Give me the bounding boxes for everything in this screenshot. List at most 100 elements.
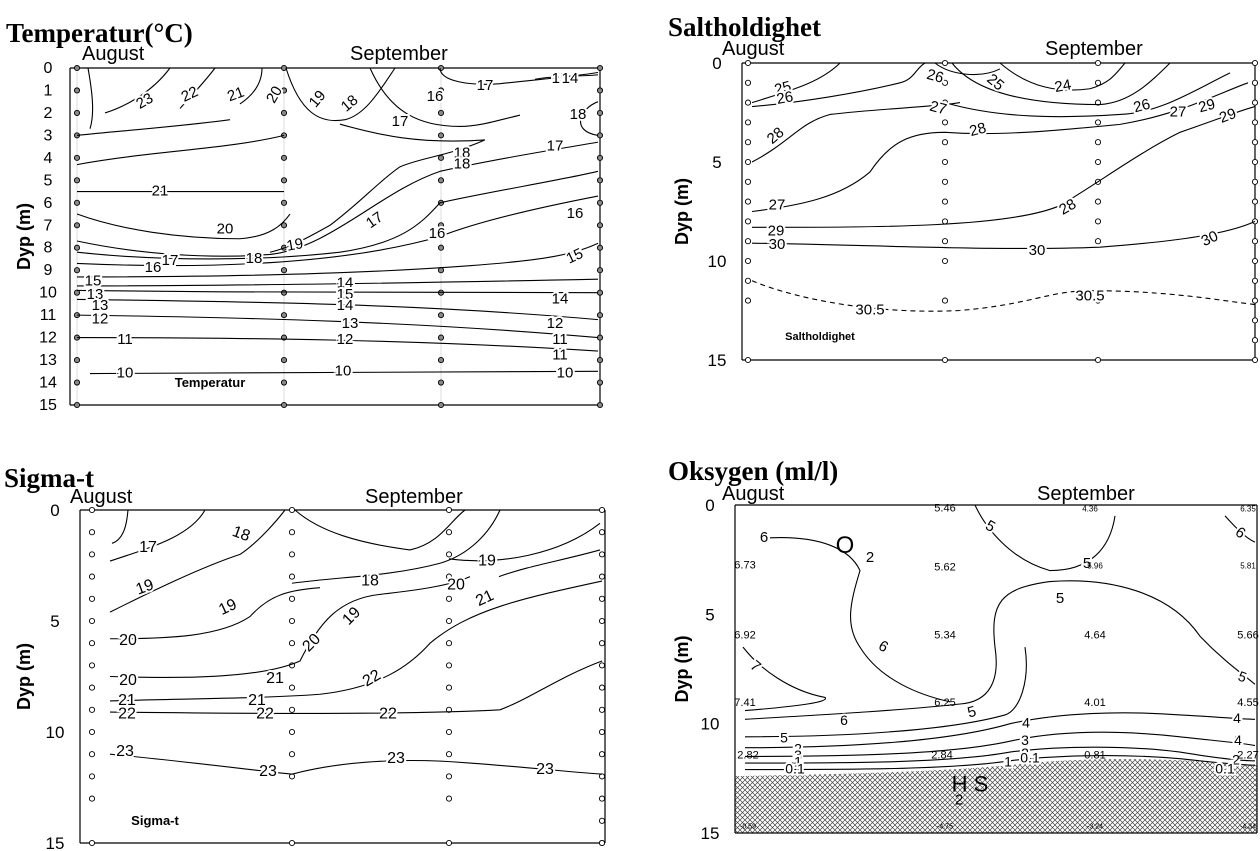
y-tick-label: 0 xyxy=(705,496,714,515)
contour-line xyxy=(744,755,1256,771)
sample-point xyxy=(598,529,606,536)
sample-point xyxy=(73,357,81,364)
contour-line xyxy=(76,213,291,240)
sample-point xyxy=(445,640,453,647)
sample-point xyxy=(941,218,949,225)
contour-label: 23 xyxy=(387,750,405,767)
sample-point xyxy=(437,401,445,409)
h2s-region xyxy=(735,759,1257,833)
contour-label: 12 xyxy=(547,315,564,332)
y-tick-label: 9 xyxy=(44,262,53,279)
sample-point xyxy=(437,64,445,72)
sample-point xyxy=(941,238,949,245)
sample-point xyxy=(1251,317,1259,324)
contour-label: 11 xyxy=(552,331,568,348)
station-value: 5.81 xyxy=(1240,561,1256,570)
sample-point xyxy=(1094,218,1102,225)
contour-label: 20 xyxy=(263,83,286,106)
contour-label: 29 xyxy=(1217,105,1238,127)
contour-line xyxy=(999,62,1126,91)
sample-point xyxy=(73,379,81,386)
sample-point xyxy=(437,109,445,116)
contour-line xyxy=(239,67,263,105)
contour-label: 18 xyxy=(246,250,263,267)
contour-label: 26 xyxy=(1132,96,1153,117)
contour-line xyxy=(751,106,1256,228)
sample-point xyxy=(941,139,949,146)
contour-label: 18 xyxy=(230,523,253,545)
sample-point xyxy=(445,795,453,802)
y-tick-label: 15 xyxy=(46,834,65,851)
sample-point xyxy=(941,356,949,364)
sample-point xyxy=(744,79,752,86)
station-value: 5.34 xyxy=(934,629,955,641)
contour-label: 30 xyxy=(1029,242,1046,259)
sample-point xyxy=(437,154,445,161)
sample-point xyxy=(598,728,606,736)
contour-label: 18 xyxy=(361,572,379,589)
contour-label: 14 xyxy=(552,290,569,307)
sample-point xyxy=(1094,99,1102,106)
contour-label: 13 xyxy=(87,286,104,303)
sample-point xyxy=(88,751,96,758)
sample-point xyxy=(941,119,949,126)
contour-line xyxy=(751,280,1256,312)
contour-line xyxy=(76,141,599,257)
sample-point xyxy=(1251,99,1259,106)
y-tick-label: 6 xyxy=(44,195,53,212)
contour-label: 10 xyxy=(557,365,574,382)
sample-point xyxy=(288,640,296,647)
contour-line xyxy=(498,549,601,578)
sample-point xyxy=(288,728,296,736)
station-value: 2.82 xyxy=(737,750,758,762)
sample-point xyxy=(744,178,752,185)
sample-point xyxy=(288,617,296,625)
sample-point xyxy=(73,289,81,296)
contour-line xyxy=(109,509,206,562)
station-value: 5.62 xyxy=(934,562,955,574)
contour-line xyxy=(974,504,1116,572)
contour-line xyxy=(944,72,1231,118)
sample-point xyxy=(598,506,606,514)
contour-label: 23 xyxy=(536,761,554,778)
contour-label: 12 xyxy=(337,331,354,348)
contour-line xyxy=(744,712,1256,749)
contour-label: 5 xyxy=(1083,555,1091,572)
sample-point xyxy=(445,751,453,758)
station-value: 2.84 xyxy=(931,750,952,762)
contour-label: 26 xyxy=(775,88,794,108)
sample-point xyxy=(88,662,96,669)
contour-label: 15 xyxy=(564,245,586,267)
sample-point xyxy=(445,573,453,580)
contour-label: 19 xyxy=(339,604,364,629)
contour-label: 20 xyxy=(299,631,324,656)
y-axis-label: Dyp (m) xyxy=(14,203,34,270)
sample-point xyxy=(73,177,81,184)
contour-label: 18 xyxy=(454,156,471,173)
contour-label: 5 xyxy=(1056,590,1064,607)
sample-point xyxy=(596,267,604,274)
contour-label: 19 xyxy=(306,87,330,111)
sample-point xyxy=(73,109,81,116)
sample-point xyxy=(88,839,96,847)
contour-line xyxy=(109,580,603,702)
contour-label: 17 xyxy=(477,77,494,94)
sigma-t-title: Sigma-t xyxy=(4,463,94,493)
station-value: 5.46 xyxy=(934,503,955,515)
sample-point xyxy=(288,684,296,691)
contour-line xyxy=(76,119,231,136)
sample-point xyxy=(598,662,606,669)
sample-point xyxy=(1251,257,1259,265)
sample-point xyxy=(73,244,81,251)
sample-point xyxy=(445,617,453,625)
station-value: 0.81 xyxy=(1084,750,1105,762)
sample-point xyxy=(596,87,604,94)
contour-line xyxy=(76,242,599,278)
contour-label: 17 xyxy=(162,252,179,269)
sample-point xyxy=(88,640,96,647)
contour-label: 28 xyxy=(968,119,989,140)
sample-point xyxy=(941,257,949,265)
contour-line xyxy=(742,646,827,712)
